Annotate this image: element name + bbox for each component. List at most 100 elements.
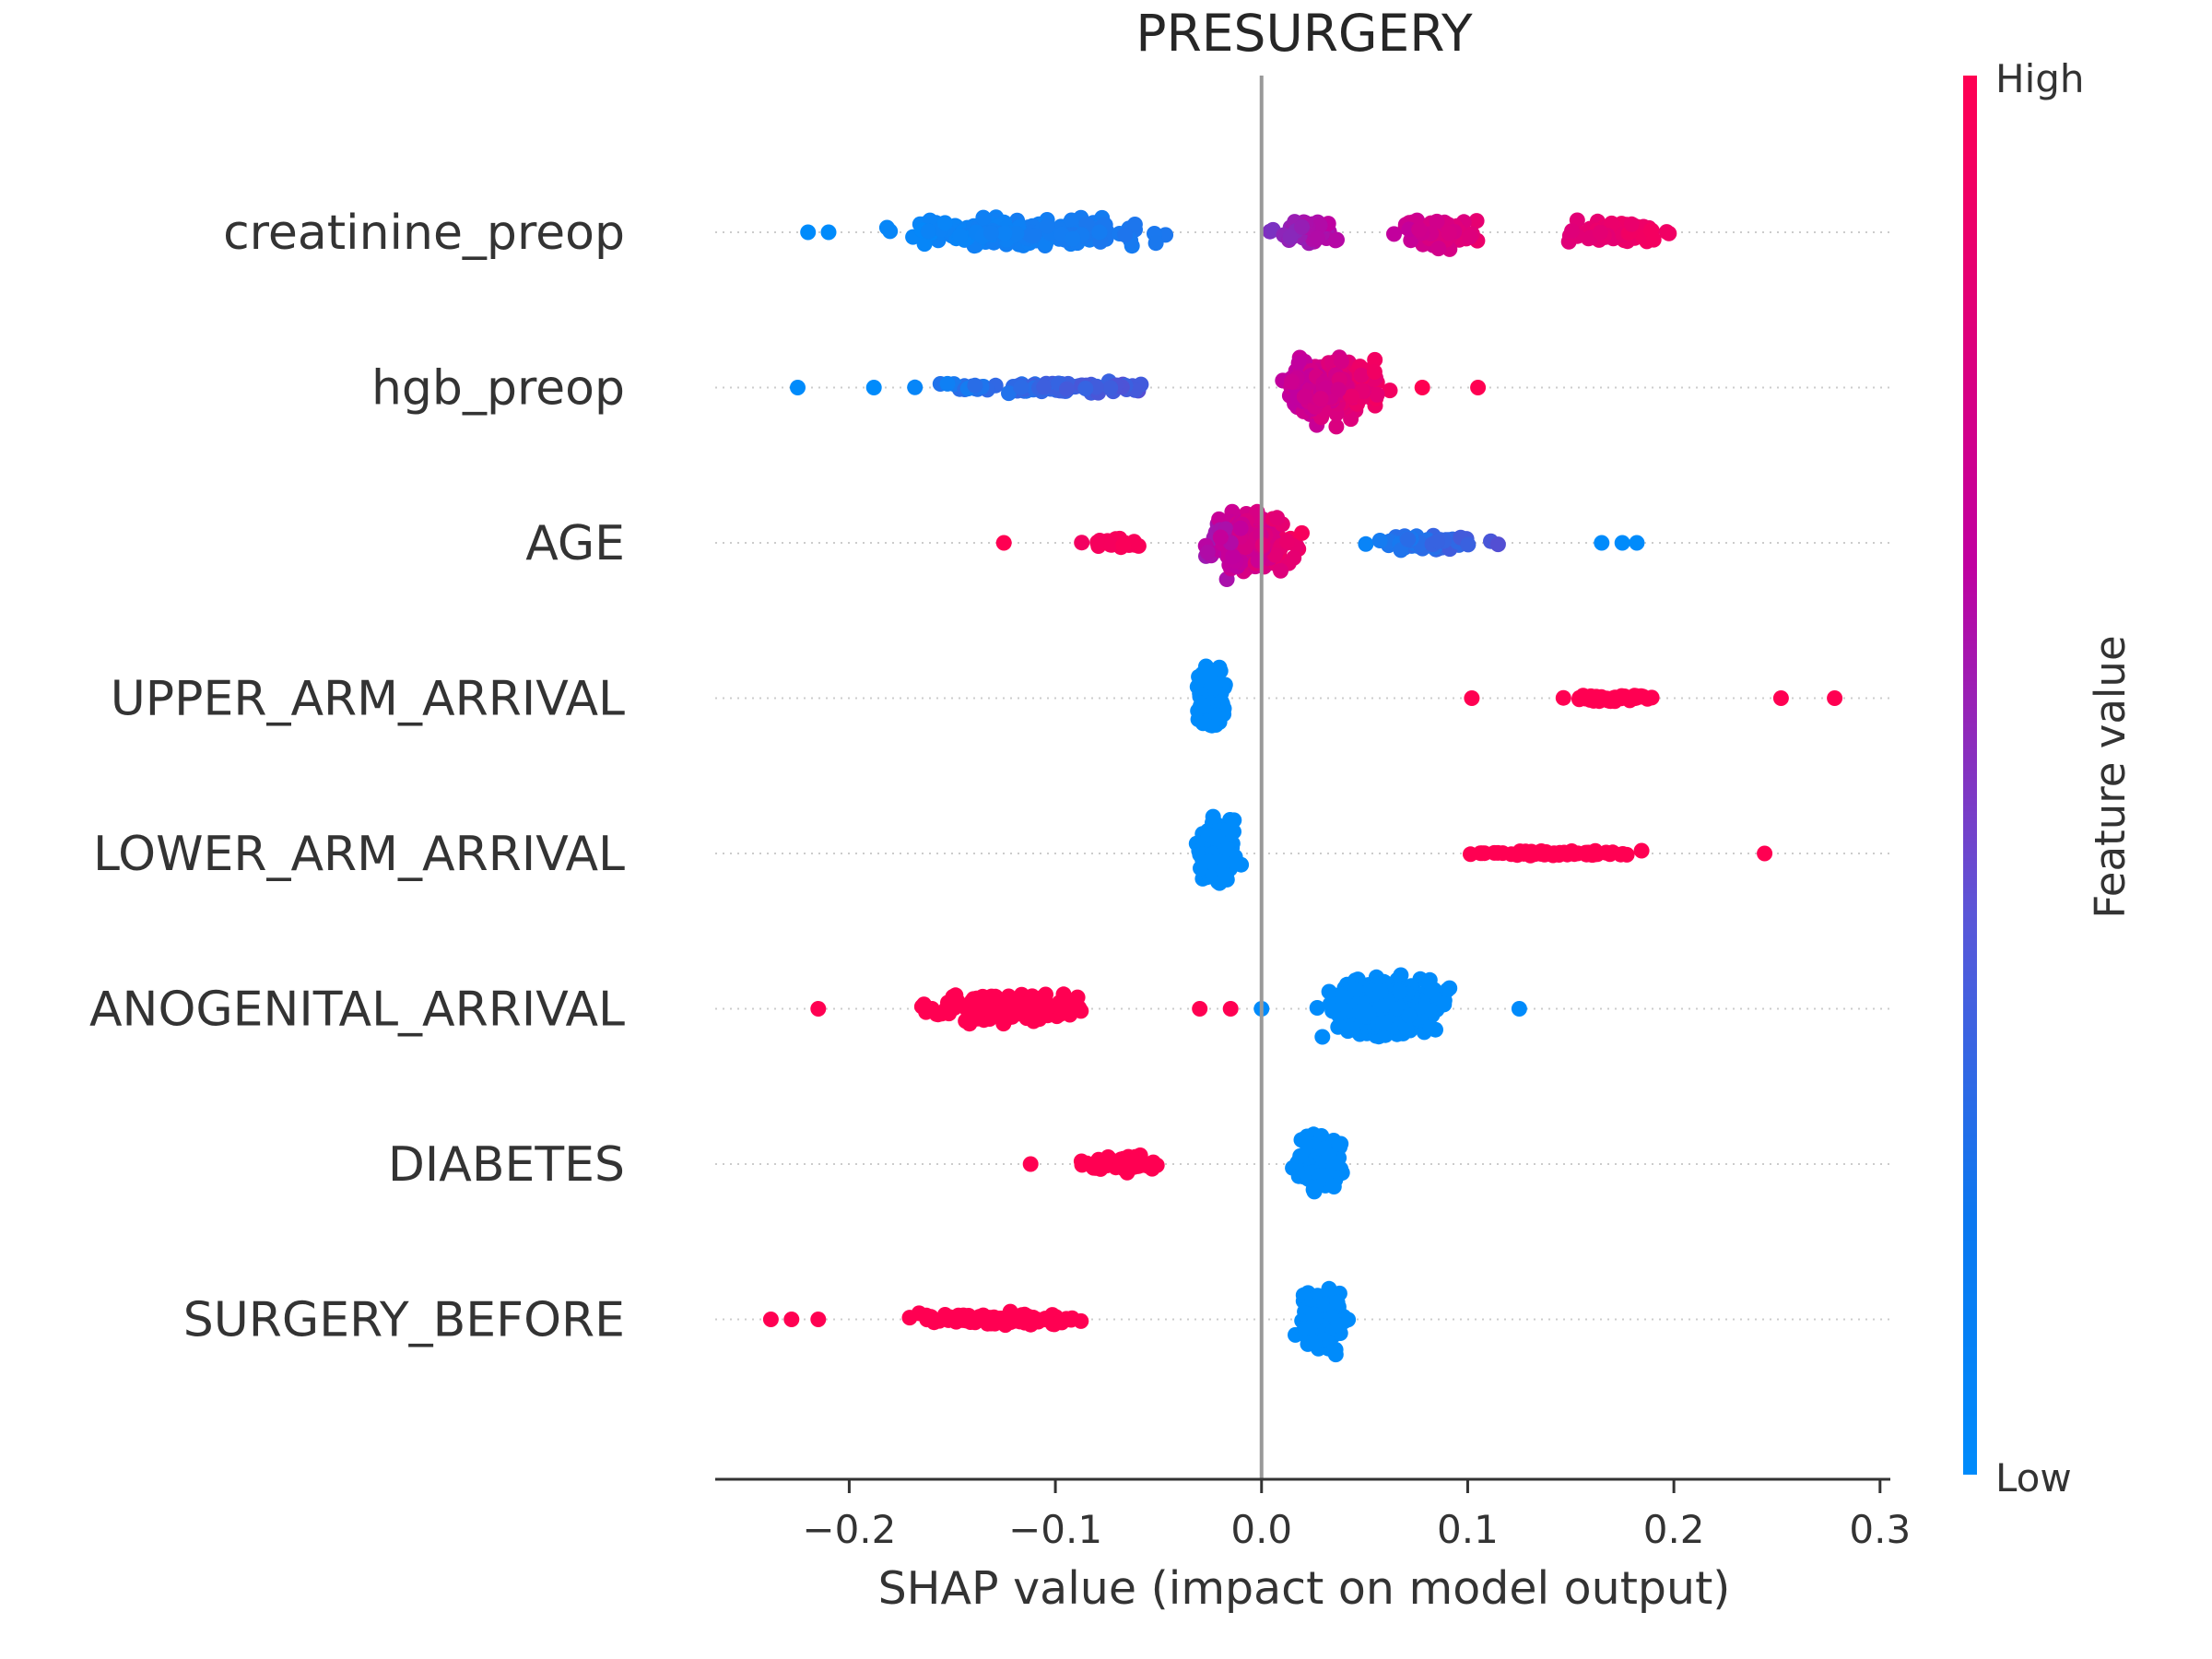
shap-point xyxy=(995,535,1012,551)
shap-point xyxy=(1371,533,1388,548)
shap-point xyxy=(1314,1029,1331,1045)
shap-point xyxy=(1329,231,1345,248)
shap-point xyxy=(1010,994,1027,1011)
shap-point xyxy=(1661,225,1677,241)
shap-point xyxy=(1103,536,1120,553)
shap-point xyxy=(1441,980,1458,996)
shap-point xyxy=(1218,840,1234,856)
shap-point xyxy=(1366,364,1382,380)
shap-point xyxy=(1273,562,1288,579)
shap-point xyxy=(1400,531,1417,547)
shap-point xyxy=(1195,698,1211,714)
shap-point xyxy=(1209,829,1226,845)
colorbar-gradient xyxy=(1963,76,1977,1475)
shap-point xyxy=(1464,690,1480,706)
shap-point xyxy=(1324,1003,1341,1019)
shap-point xyxy=(996,225,1013,241)
shap-point xyxy=(1193,860,1208,877)
colorbar-low-label: Low xyxy=(1995,1455,2072,1500)
shap-point xyxy=(975,209,992,226)
shap-point xyxy=(1077,381,1094,396)
shap-point xyxy=(1633,842,1650,859)
shap-point xyxy=(1510,845,1526,862)
shap-point xyxy=(1606,693,1623,710)
shap-point xyxy=(1089,534,1106,550)
shap-point xyxy=(790,380,806,395)
shap-point xyxy=(1309,1000,1325,1016)
shap-point xyxy=(1494,845,1511,862)
shap-point xyxy=(1347,981,1364,997)
shap-point xyxy=(1578,690,1594,707)
shap-point xyxy=(800,224,817,241)
shap-point xyxy=(1325,1179,1342,1194)
x-tick-label: −0.1 xyxy=(1008,1507,1102,1552)
shap-point xyxy=(1091,224,1108,241)
shap-point xyxy=(1613,846,1629,863)
shap-point xyxy=(983,225,999,241)
shap-point xyxy=(1470,380,1487,395)
shap-point xyxy=(1212,529,1229,546)
shap-point xyxy=(1327,1347,1344,1363)
shap-point xyxy=(941,1006,958,1022)
feature-label: UPPER_ARM_ARRIVAL xyxy=(111,672,625,727)
shap-point xyxy=(1122,1157,1138,1173)
shap-point xyxy=(1309,230,1325,246)
shap-point xyxy=(1422,1019,1439,1035)
shap-point xyxy=(1135,1154,1151,1171)
shap-point xyxy=(1306,1334,1323,1350)
feature-label: LOWER_ARM_ARRIVAL xyxy=(93,827,625,882)
shap-point xyxy=(1460,536,1477,553)
shap-point xyxy=(1629,535,1645,551)
chart-title: PRESURGERY xyxy=(1135,4,1473,63)
shap-point xyxy=(1343,411,1359,428)
shap-point xyxy=(820,224,837,241)
shap-point xyxy=(916,996,932,1013)
shap-point xyxy=(1358,535,1374,552)
shap-point xyxy=(1102,380,1119,396)
x-tick-label: 0.3 xyxy=(1849,1507,1911,1552)
shap-point xyxy=(1587,842,1604,859)
shap-point xyxy=(1472,845,1488,862)
feature-label: SURGERY_BEFORE xyxy=(183,1293,625,1348)
shap-point xyxy=(981,1001,997,1018)
shap-point xyxy=(1294,218,1311,235)
shap-point xyxy=(1199,544,1216,560)
shap-point xyxy=(1614,535,1630,551)
shap-point xyxy=(1555,689,1571,706)
shap-point xyxy=(1441,225,1457,241)
shap-point xyxy=(1533,843,1549,859)
shap-point xyxy=(1401,1007,1418,1024)
shap-point xyxy=(1225,548,1241,565)
shap-point xyxy=(1623,216,1640,232)
shap-point xyxy=(995,1015,1012,1031)
shap-point xyxy=(1330,1317,1347,1334)
shap-point xyxy=(1308,1179,1324,1195)
x-tick-label: 0.2 xyxy=(1643,1507,1705,1552)
shap-point xyxy=(1316,1296,1333,1312)
shap-point xyxy=(1604,215,1620,231)
shap-point xyxy=(1206,679,1223,696)
x-tick-label: 0.1 xyxy=(1437,1507,1499,1552)
beeswarm-points xyxy=(762,209,1843,1363)
shap-point xyxy=(998,998,1015,1015)
shap-point xyxy=(1430,241,1447,257)
shap-point xyxy=(1267,547,1283,563)
x-axis-label: SHAP value (impact on model output) xyxy=(878,1562,1731,1615)
shap-point xyxy=(865,380,882,395)
shap-point xyxy=(1592,224,1608,241)
x-axis-ticks: −0.2 −0.1 0.0 0.1 0.2 0.3 xyxy=(802,1479,1911,1552)
shap-point xyxy=(1827,690,1843,706)
shap-point xyxy=(1321,1148,1337,1164)
shap-point xyxy=(1468,213,1485,229)
shap-point xyxy=(1026,228,1042,244)
shap-point xyxy=(1315,1167,1332,1183)
shap-point xyxy=(940,1312,957,1328)
shap-point xyxy=(1489,536,1506,553)
shap-point xyxy=(1389,1001,1405,1017)
shap-point xyxy=(1301,1320,1318,1336)
shap-point xyxy=(1074,535,1090,551)
shap-point xyxy=(1036,379,1053,395)
shap-point xyxy=(1594,535,1610,551)
shap-point xyxy=(1117,227,1134,243)
